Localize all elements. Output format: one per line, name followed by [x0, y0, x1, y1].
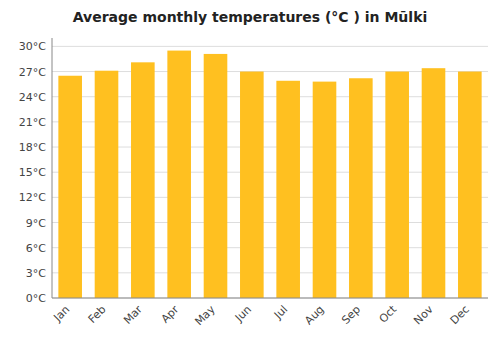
- x-tick-label: Aug: [302, 303, 326, 327]
- x-tick-label: Sep: [339, 303, 363, 327]
- x-axis-line: [52, 298, 488, 299]
- y-tick-label: 18°C: [19, 141, 46, 154]
- y-tick-label: 12°C: [19, 191, 46, 204]
- chart: Average monthly temperatures (°C ) in Mū…: [0, 0, 500, 350]
- y-tick-label: 21°C: [19, 116, 46, 129]
- bar: [58, 76, 82, 298]
- bar: [385, 72, 409, 298]
- x-tick-label: Jan: [50, 303, 72, 325]
- bar: [313, 82, 337, 298]
- x-tick-label: Jul: [271, 303, 290, 322]
- y-tick-label: 0°C: [26, 292, 46, 305]
- y-tick-label: 24°C: [19, 91, 46, 104]
- bar: [458, 72, 482, 298]
- x-tick-label: Dec: [448, 303, 472, 327]
- x-tick-label: Feb: [86, 303, 109, 326]
- bars: [58, 51, 481, 298]
- x-tick-label: Nov: [411, 303, 436, 328]
- y-tick-label: 3°C: [26, 267, 46, 280]
- bar: [422, 68, 446, 298]
- bar: [276, 81, 300, 298]
- x-tick-label: Oct: [377, 302, 400, 325]
- x-tick-label: May: [192, 303, 218, 329]
- title: Average monthly temperatures (°C ) in Mū…: [73, 9, 428, 25]
- bar: [204, 54, 228, 298]
- grid-line: [52, 298, 488, 299]
- y-tick-label: 27°C: [19, 66, 46, 79]
- y-tick-label: 6°C: [26, 242, 46, 255]
- bar: [95, 71, 119, 298]
- y-tick-label: 9°C: [26, 217, 46, 230]
- x-tick-label: Mar: [121, 303, 145, 327]
- bar: [131, 62, 155, 298]
- y-axis-line: [52, 38, 53, 298]
- x-tick-label: Jun: [232, 303, 254, 325]
- bar: [349, 78, 373, 298]
- bar: [167, 51, 191, 298]
- y-grid: [52, 46, 488, 298]
- chart-container: Average monthly temperatures (°C ) in Mū…: [0, 0, 500, 350]
- bar: [240, 72, 264, 298]
- y-tick-label: 30°C: [19, 40, 46, 53]
- x-tick-label: Apr: [159, 303, 182, 326]
- grid-line: [52, 46, 488, 47]
- y-tick-label: 15°C: [19, 166, 46, 179]
